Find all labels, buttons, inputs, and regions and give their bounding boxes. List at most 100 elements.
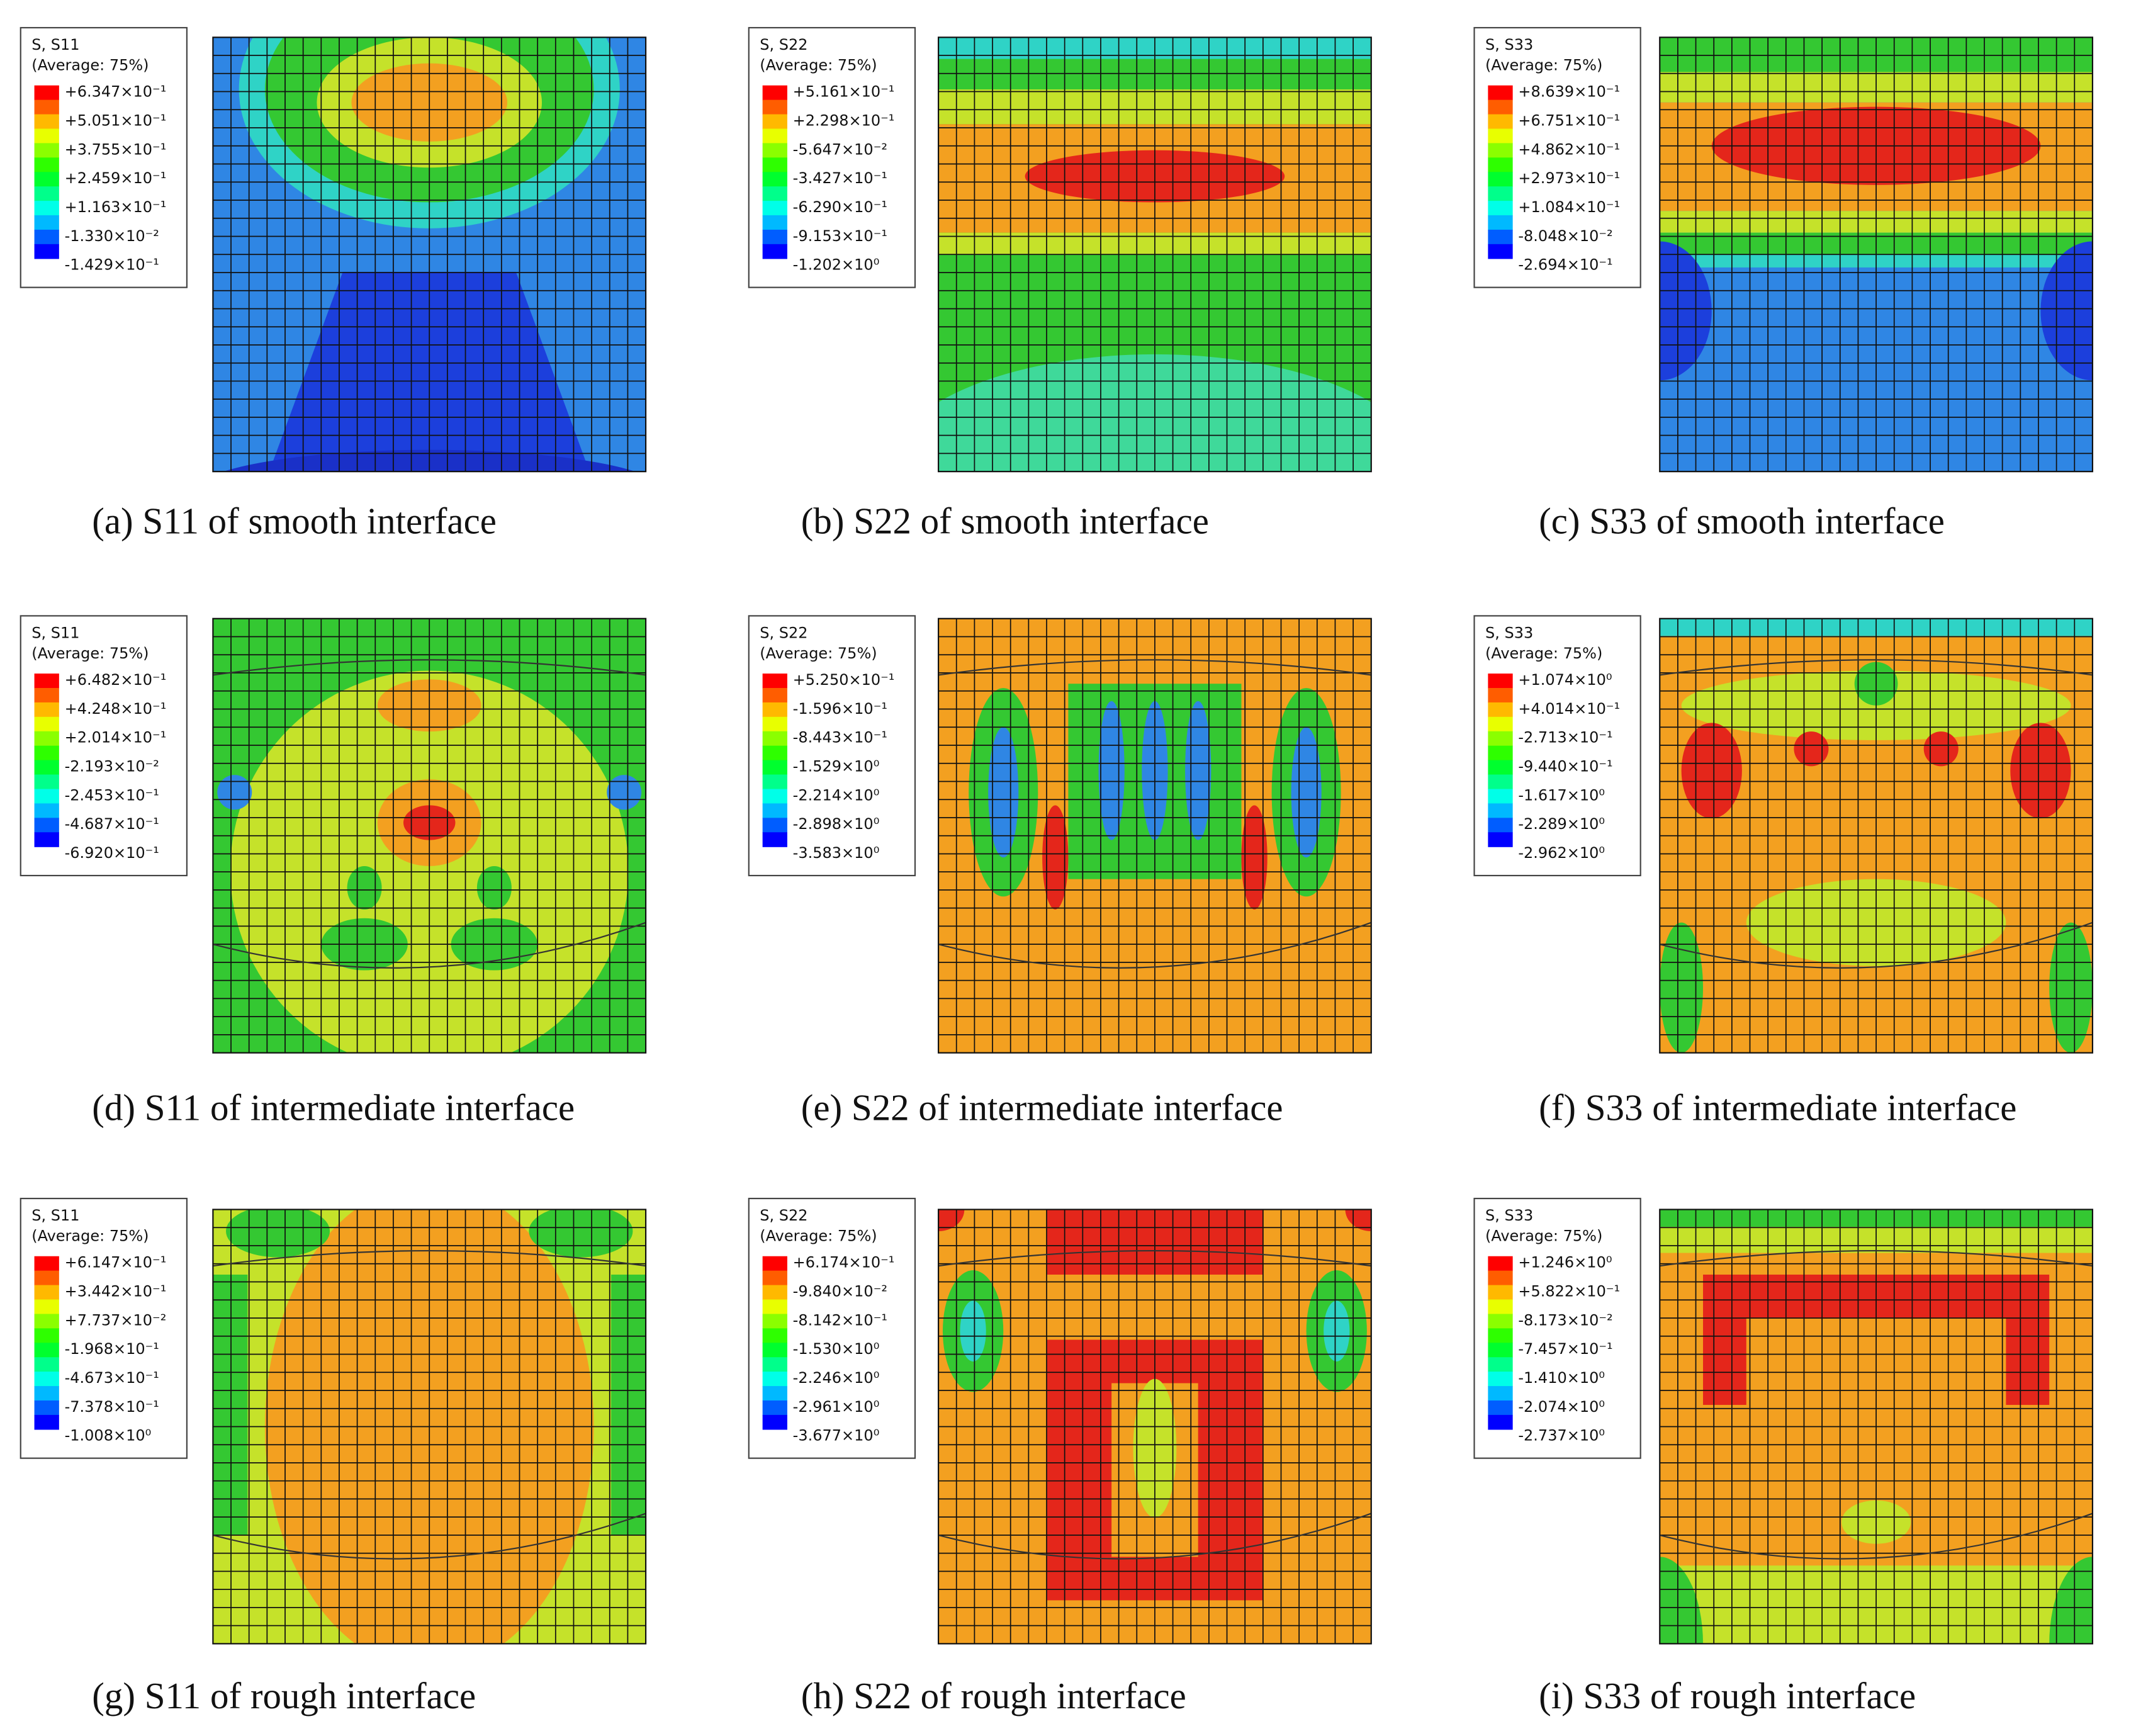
- mesh: [938, 37, 1371, 472]
- legend-label: -1.968×10⁻¹: [65, 1340, 159, 1358]
- legend-title: S, S22: [760, 624, 807, 641]
- legend-label: +2.298×10⁻¹: [793, 111, 895, 129]
- legend-label: -1.202×10⁰: [793, 256, 880, 274]
- contour-region: [2040, 241, 2093, 381]
- mesh: [1660, 1209, 2093, 1644]
- legend-swatch: [34, 114, 59, 130]
- legend-swatch: [34, 818, 59, 833]
- legend-swatch: [762, 1270, 787, 1286]
- legend-swatch: [762, 1386, 787, 1401]
- legend-swatch: [34, 803, 59, 818]
- legend-label: -2.962×10⁰: [1518, 844, 1605, 862]
- legend-swatch: [34, 674, 59, 689]
- legend-swatch: [34, 99, 59, 115]
- legend-swatch: [762, 818, 787, 833]
- legend-label: -9.440×10⁻¹: [1518, 758, 1612, 775]
- mesh: [213, 37, 646, 472]
- panel: S, S22 (Average: 75%) +5.250×10⁻¹ -1.596×10…: [748, 615, 1372, 1129]
- legend-label: -2.214×10⁰: [793, 786, 880, 804]
- legend-swatch: [762, 215, 787, 230]
- legend-label: +5.161×10⁻¹: [793, 83, 895, 101]
- panel: S, S33 (Average: 75%) +1.074×10⁰ +4.014×10⁻…: [1473, 615, 2094, 1129]
- legend-title: S, S22: [760, 36, 807, 54]
- legend-swatch: [34, 789, 59, 804]
- legend-swatch: [34, 1372, 59, 1387]
- contour-region: [1098, 701, 1125, 840]
- legend-swatch: [1488, 114, 1513, 130]
- legend-swatch: [1488, 702, 1513, 718]
- legend-swatch: [762, 760, 787, 775]
- plot-border: [938, 37, 1372, 473]
- legend-label: -2.074×10⁰: [1518, 1398, 1605, 1416]
- legend-label: +1.074×10⁰: [1518, 671, 1612, 689]
- legend-label: -1.330×10⁻²: [65, 227, 159, 245]
- legend-swatch: [762, 201, 787, 216]
- legend-label: -8.443×10⁻¹: [793, 729, 887, 747]
- legend-swatch: [1488, 789, 1513, 804]
- legend-swatch: [762, 1414, 787, 1430]
- legend-label: +3.442×10⁻¹: [65, 1283, 167, 1300]
- interface-curve: [938, 1249, 1371, 1560]
- legend-swatch: [762, 731, 787, 747]
- legend-swatch: [762, 774, 787, 790]
- legend-subtitle: (Average: 75%): [31, 645, 149, 662]
- contour-region: [2049, 922, 2093, 1053]
- contour-region: [938, 1209, 965, 1231]
- legend-label: +5.051×10⁻¹: [65, 111, 167, 129]
- legend-label: -1.596×10⁻¹: [793, 700, 887, 718]
- legend-label: +6.482×10⁻¹: [65, 671, 167, 689]
- legend-title: S, S33: [1485, 1207, 1533, 1224]
- legend-label: -4.687×10⁻¹: [65, 815, 159, 833]
- legend-label: +2.973×10⁻¹: [1518, 169, 1620, 187]
- contour-region: [1794, 731, 1829, 767]
- interface-curve: [938, 659, 1371, 969]
- legend-swatch: [34, 1299, 59, 1315]
- legend-swatch: [762, 1328, 787, 1343]
- contour-plot: [213, 618, 646, 1053]
- contour-plot: [1660, 37, 2093, 472]
- legend-swatch: [34, 688, 59, 703]
- legend-swatch: [1488, 716, 1513, 732]
- legend-swatch: [1488, 143, 1513, 158]
- legend-swatch: [1488, 1299, 1513, 1315]
- legend-label: -2.898×10⁰: [793, 815, 880, 833]
- mesh: [1660, 618, 2093, 1053]
- legend-label: -3.427×10⁻¹: [793, 169, 887, 187]
- legend-label: -8.142×10⁻¹: [793, 1311, 887, 1329]
- legend-swatch: [34, 832, 59, 847]
- legend-swatch: [1488, 674, 1513, 689]
- legend-swatch: [762, 244, 787, 259]
- legend-title: S, S11: [31, 1207, 79, 1224]
- contour-region: [217, 775, 252, 810]
- legend-swatch: [34, 1343, 59, 1358]
- legend-swatch: [762, 716, 787, 732]
- legend-swatch: [34, 215, 59, 230]
- legend-swatch: [1488, 1285, 1513, 1300]
- panel: S, S11 (Average: 75%) +6.347×10⁻¹ +5.051×10…: [20, 26, 647, 541]
- legend-label: -7.378×10⁻¹: [65, 1398, 159, 1416]
- legend-label: -9.840×10⁻²: [793, 1283, 887, 1300]
- contour-plot: [938, 618, 1371, 1053]
- legend-swatch: [34, 1400, 59, 1416]
- legend-label: -6.290×10⁻¹: [793, 198, 887, 216]
- legend-swatch: [1488, 85, 1513, 101]
- legend-label: -6.920×10⁻¹: [65, 844, 159, 862]
- contour-region: [1681, 723, 1742, 819]
- legend-subtitle: (Average: 75%): [1485, 1227, 1602, 1245]
- legend-title: S, S33: [1485, 36, 1533, 54]
- legend-swatch: [1488, 99, 1513, 115]
- legend-title: S, S33: [1485, 624, 1533, 641]
- contour-plot: [938, 37, 1371, 472]
- legend-swatch: [1488, 688, 1513, 703]
- contour-region: [529, 1209, 633, 1258]
- caption: (i) S33 of rough interface: [1539, 1675, 1916, 1716]
- legend-label: +1.163×10⁻¹: [65, 198, 167, 216]
- legend-swatch: [1488, 1400, 1513, 1416]
- legend-swatch: [1488, 157, 1513, 172]
- caption: (e) S22 of intermediate interface: [801, 1087, 1283, 1129]
- legend-swatch: [762, 143, 787, 158]
- legend-label: -1.410×10⁰: [1518, 1369, 1605, 1387]
- panel: S, S11 (Average: 75%) +6.482×10⁻¹ +4.248×10…: [20, 615, 647, 1129]
- legend-swatch: [34, 1256, 59, 1271]
- interface-curve: [213, 1249, 646, 1560]
